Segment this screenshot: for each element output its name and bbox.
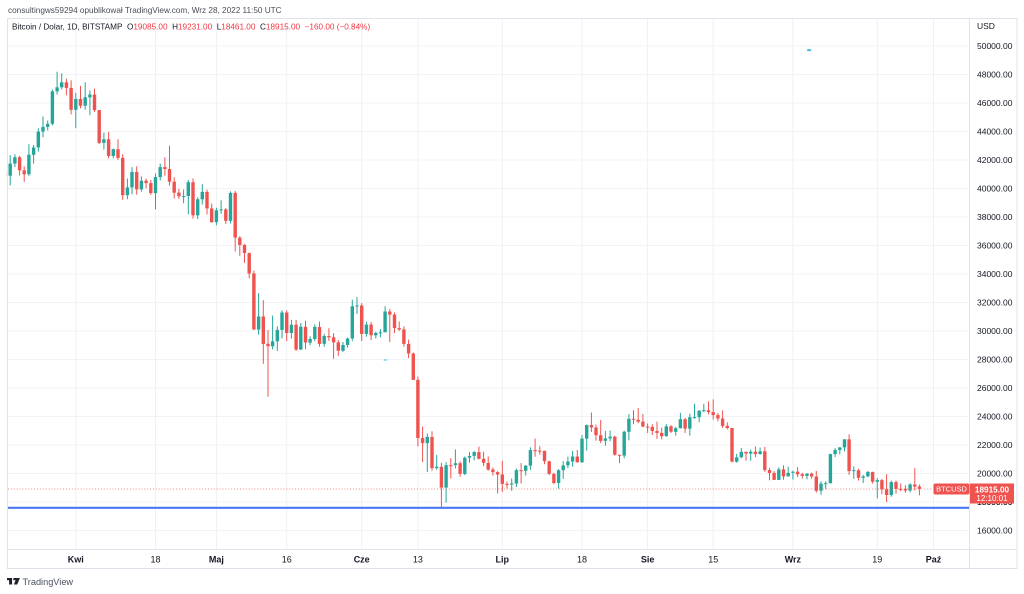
svg-text:USD: USD bbox=[977, 21, 995, 31]
svg-text:TradingView: TradingView bbox=[23, 577, 74, 587]
svg-text:13: 13 bbox=[413, 555, 423, 565]
svg-text:18: 18 bbox=[150, 555, 160, 565]
svg-text:34000.00: 34000.00 bbox=[977, 269, 1013, 279]
svg-text:30000.00: 30000.00 bbox=[977, 326, 1013, 336]
svg-text:18: 18 bbox=[577, 555, 587, 565]
svg-text:12:10:01: 12:10:01 bbox=[976, 494, 1008, 503]
svg-text:Cze: Cze bbox=[354, 555, 370, 565]
svg-text:BTCUSD: BTCUSD bbox=[936, 485, 967, 494]
svg-text:20000.00: 20000.00 bbox=[977, 469, 1013, 479]
svg-text:16000.00: 16000.00 bbox=[977, 526, 1013, 536]
svg-text:26000.00: 26000.00 bbox=[977, 383, 1013, 393]
svg-text:Sie: Sie bbox=[641, 555, 655, 565]
svg-text:Bitcoin / Dolar, 1D, BITSTAMP: Bitcoin / Dolar, 1D, BITSTAMP O19085.00 … bbox=[12, 23, 370, 32]
svg-text:Wrz: Wrz bbox=[785, 555, 802, 565]
svg-text:42000.00: 42000.00 bbox=[977, 155, 1013, 165]
svg-text:36000.00: 36000.00 bbox=[977, 241, 1013, 251]
svg-text:50000.00: 50000.00 bbox=[977, 41, 1013, 51]
svg-text:16: 16 bbox=[282, 555, 292, 565]
svg-text:24000.00: 24000.00 bbox=[977, 412, 1013, 422]
svg-text:32000.00: 32000.00 bbox=[977, 298, 1013, 308]
svg-text:19: 19 bbox=[872, 555, 882, 565]
svg-text:28000.00: 28000.00 bbox=[977, 355, 1013, 365]
svg-text:22000.00: 22000.00 bbox=[977, 440, 1013, 450]
svg-text:Paź: Paź bbox=[926, 555, 942, 565]
svg-text:38000.00: 38000.00 bbox=[977, 212, 1013, 222]
svg-text:44000.00: 44000.00 bbox=[977, 127, 1013, 137]
svg-text:consultingws59294 opublikował: consultingws59294 opublikował TradingVie… bbox=[8, 6, 282, 15]
svg-text:15: 15 bbox=[708, 555, 718, 565]
svg-text:18915.00: 18915.00 bbox=[975, 486, 1010, 495]
svg-text:46000.00: 46000.00 bbox=[977, 98, 1013, 108]
svg-text:Kwi: Kwi bbox=[68, 555, 84, 565]
svg-text:Lip: Lip bbox=[496, 555, 510, 565]
svg-text:40000.00: 40000.00 bbox=[977, 184, 1013, 194]
svg-text:Maj: Maj bbox=[209, 555, 224, 565]
svg-text:48000.00: 48000.00 bbox=[977, 70, 1013, 80]
